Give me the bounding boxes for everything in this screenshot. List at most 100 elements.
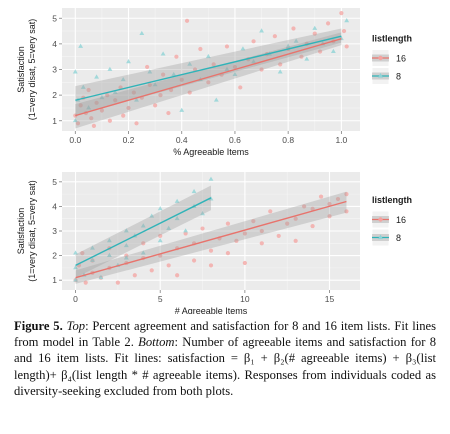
bottom-legend-marker-8 — [377, 234, 384, 240]
top-legend-marker-16 — [378, 55, 383, 61]
bottom-point-16 — [293, 216, 298, 221]
bottom-point-16 — [242, 260, 247, 266]
top-y-axis-subtitle: (1=very disat, 5=very sat) — [27, 19, 37, 121]
bottom-plot-area — [73, 176, 349, 285]
bottom-fit-line-16 — [75, 200, 347, 279]
top-point-16 — [153, 103, 158, 108]
caption-top-label: Top — [66, 319, 86, 333]
top-point-16 — [206, 80, 211, 85]
top-point-8 — [86, 105, 92, 110]
top-point-16 — [89, 116, 94, 121]
top-point-16 — [251, 39, 256, 44]
top-point-8 — [78, 43, 84, 48]
bottom-x-tick-label: 5 — [158, 294, 163, 304]
top-point-16 — [161, 72, 166, 77]
top-point-16 — [317, 49, 323, 54]
top-point-16 — [105, 93, 110, 98]
top-point-8 — [147, 69, 153, 74]
bottom-point-16 — [175, 273, 180, 278]
bottom-point-16 — [149, 268, 154, 273]
caption-top-text: : Percent agreement and satisfaction for… — [14, 319, 436, 350]
top-point-16 — [158, 93, 163, 98]
bottom-point-8 — [140, 223, 146, 228]
bottom-point-8 — [157, 206, 163, 211]
bottom-chart-svg: 0 5 10 15 1 2 3 4 5 # Agreeable Items Satisfaction… — [16, 172, 412, 316]
top-point-8 — [72, 69, 78, 74]
top-point-16 — [121, 113, 126, 118]
top-point-16 — [299, 54, 304, 59]
bottom-point-16 — [225, 221, 231, 226]
top-point-16 — [344, 44, 349, 49]
bottom-point-8 — [157, 238, 163, 243]
bottom-point-8 — [191, 188, 197, 194]
top-point-8 — [160, 51, 166, 56]
top-point-16 — [198, 46, 203, 52]
bottom-x-axis-title: # Agreeable Items — [175, 306, 248, 314]
bottom-point-16 — [327, 214, 332, 219]
bottom-point-16 — [251, 219, 256, 224]
bottom-point-16 — [83, 280, 88, 285]
top-point-8 — [80, 84, 86, 89]
bottom-point-8 — [106, 238, 112, 243]
top-legend-marker-8 — [377, 73, 384, 78]
caption-bottom-label: Bottom — [138, 335, 175, 350]
bottom-point-8 — [166, 225, 172, 230]
bottom-point-16 — [183, 231, 188, 236]
bottom-x-tick-label: 15 — [325, 294, 335, 304]
bottom-point-16 — [302, 204, 307, 209]
top-point-8 — [94, 74, 100, 79]
bottom-point-8 — [90, 257, 95, 262]
bottom-point-16 — [310, 206, 315, 211]
top-point-8 — [139, 30, 145, 36]
bottom-point-8 — [90, 245, 95, 250]
top-point-16 — [126, 105, 131, 111]
top-y-axis-title: Satisfaction — [16, 46, 26, 93]
top-point-8 — [224, 66, 230, 71]
bottom-point-8 — [149, 213, 155, 218]
top-x-tick-label: 0.2 — [123, 135, 135, 145]
top-point-16 — [86, 87, 91, 93]
bottom-y-tick-label: 2 — [52, 251, 57, 261]
top-point-8 — [293, 38, 299, 43]
top-point-16 — [134, 121, 139, 126]
top-x-tick-label: 1.0 — [335, 135, 347, 145]
top-point-8 — [126, 59, 131, 64]
bottom-legend-marker-16 — [378, 217, 383, 222]
bottom-y-tick-label: 5 — [52, 177, 57, 187]
bottom-point-16 — [234, 238, 239, 243]
top-y-tick-label: 2 — [52, 90, 57, 100]
top-point-16 — [94, 100, 99, 105]
bottom-point-16 — [225, 251, 231, 256]
bottom-point-8 — [174, 215, 180, 221]
top-fit-line-8 — [75, 35, 342, 101]
top-legend-label-8: 8 — [396, 72, 401, 82]
top-point-16 — [325, 21, 331, 26]
top-confidence-band-8 — [75, 28, 342, 116]
top-point-16 — [145, 64, 150, 70]
bottom-y-axis-title: Satisfaction — [16, 208, 26, 255]
bottom-point-16 — [191, 258, 197, 263]
top-point-16 — [312, 31, 317, 36]
top-point-16 — [211, 62, 216, 67]
top-x-tick-label: 0.0 — [69, 135, 81, 145]
top-point-8 — [179, 107, 185, 112]
top-y-tick-label: 1 — [52, 116, 57, 126]
top-point-8 — [187, 61, 193, 66]
bottom-point-16 — [335, 196, 341, 202]
bottom-point-16 — [285, 221, 290, 226]
bottom-point-16 — [327, 201, 332, 207]
top-point-8 — [99, 94, 105, 100]
top-point-16 — [174, 54, 179, 59]
top-point-8 — [72, 117, 78, 123]
bottom-point-16 — [293, 238, 298, 243]
top-point-16 — [99, 108, 105, 113]
top-point-8 — [213, 97, 219, 102]
top-point-16 — [179, 77, 184, 82]
bottom-chart: 0 5 10 15 1 2 3 4 5 # Agreeable Items Satisfaction… — [0, 166, 450, 316]
top-point-16 — [91, 123, 97, 128]
bottom-y-tick-label: 1 — [52, 275, 57, 285]
bottom-x-tick-label: 10 — [240, 294, 250, 304]
bottom-legend-title: listlength — [372, 195, 412, 205]
bottom-point-16 — [208, 248, 214, 253]
top-point-16 — [259, 67, 264, 72]
